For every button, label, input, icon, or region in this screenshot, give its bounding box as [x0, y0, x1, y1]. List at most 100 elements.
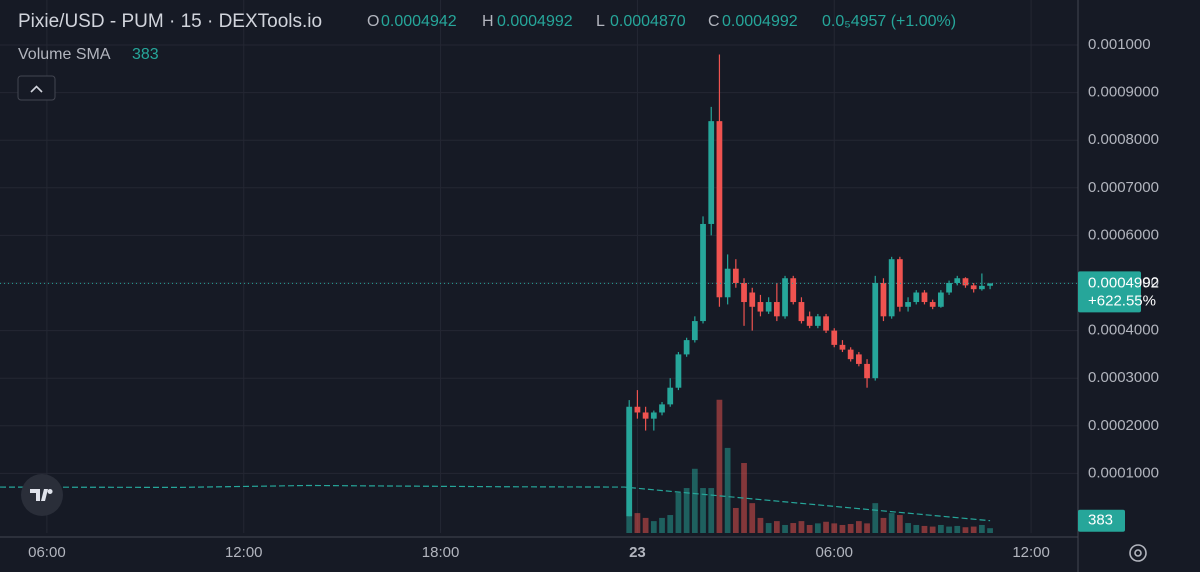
volume-bar — [831, 523, 838, 533]
candle-body — [626, 406, 633, 517]
ohlc-value: 0.0004870 — [610, 13, 686, 30]
price-badge-price: 0.0004992 — [1088, 274, 1159, 291]
ohlc-value: 0.0004942 — [381, 13, 457, 30]
candle-body — [831, 330, 838, 345]
volume-bar — [913, 524, 920, 533]
x-tick-label: 06:00 — [28, 544, 66, 561]
volume-bar — [864, 523, 870, 533]
volume-bar — [962, 527, 969, 533]
volume-bar — [757, 517, 764, 533]
volume-bar — [798, 521, 805, 533]
y-tick-label: 0.0004000 — [1088, 322, 1159, 339]
chevron-icon[interactable] — [30, 85, 43, 93]
candle-body — [650, 412, 657, 419]
candle-body — [782, 278, 788, 317]
candle-body — [773, 302, 780, 317]
volume-bar — [855, 521, 862, 533]
y-tick-label: 0.0003000 — [1088, 369, 1159, 386]
candle-body — [814, 316, 821, 326]
x-tick-label: 12:00 — [1012, 544, 1050, 561]
volume-badge — [1078, 509, 1125, 532]
volume-bar — [880, 517, 887, 533]
indicator-value: 383 — [132, 46, 159, 63]
x-tick-label: 12:00 — [225, 544, 263, 561]
candle-body — [880, 282, 887, 317]
y-tick-label: 0.0006000 — [1088, 226, 1159, 243]
volume-bar — [708, 488, 715, 533]
candle-body — [847, 349, 854, 360]
ohlc-label: L — [596, 13, 605, 30]
volume-bar — [929, 526, 936, 533]
candle-body — [888, 259, 895, 317]
candle-body — [929, 302, 936, 307]
candle-body — [716, 121, 723, 298]
x-tick-label: 18:00 — [422, 544, 460, 561]
candle-body — [724, 268, 731, 298]
candle-body — [839, 344, 846, 350]
y-tick-label: 0.0002000 — [1088, 417, 1159, 434]
candle-body — [659, 404, 665, 413]
settings-button[interactable] — [1129, 544, 1147, 562]
candle-body — [872, 282, 879, 379]
button-frame[interactable] — [17, 75, 56, 101]
candle-body — [987, 283, 993, 286]
candle-body — [683, 340, 690, 355]
volume-bar — [691, 468, 698, 533]
volume-bar — [888, 513, 895, 533]
ohlc-value: 0.0004992 — [497, 13, 573, 30]
volume-bar — [896, 515, 903, 533]
ohlc-label: H — [482, 13, 494, 30]
volume-bar — [683, 488, 690, 533]
candle-body — [765, 302, 772, 312]
volume-bar — [659, 517, 665, 533]
candle-body — [946, 282, 952, 293]
y-tick-label: 0.0008000 — [1088, 131, 1159, 148]
ohlc-label: C — [708, 13, 720, 30]
candle-body — [905, 302, 911, 307]
candle-body — [970, 285, 977, 290]
y-tick-label: 0.0007000 — [1088, 179, 1159, 196]
volume-bar — [970, 526, 977, 533]
candle-body — [954, 278, 961, 283]
logo-button[interactable] — [21, 474, 63, 516]
candle-body — [790, 278, 797, 303]
candle-body — [823, 316, 829, 331]
volume-bar — [732, 507, 739, 533]
volume-bar — [823, 521, 829, 533]
collapse-button[interactable] — [17, 75, 56, 101]
volume-bar — [700, 488, 706, 533]
price-badge — [1078, 271, 1141, 313]
ohlc-value: 0.0004992 — [722, 13, 798, 30]
volume-bar — [938, 524, 944, 533]
gear-icon[interactable] — [1129, 544, 1147, 562]
candle-body — [691, 321, 698, 341]
candle-body — [979, 285, 985, 290]
volume-bar — [642, 517, 649, 533]
y-tick-label: 0.0001000 — [1088, 464, 1159, 481]
volume-bar — [724, 447, 731, 533]
candle-body — [634, 406, 641, 413]
candle-body — [749, 292, 756, 307]
x-tick-label: 23 — [629, 544, 646, 561]
volume-bar — [954, 525, 961, 533]
candle-body — [757, 302, 764, 312]
candle-body — [642, 412, 649, 419]
volume-bar — [987, 528, 993, 533]
x-tick-label: 06:00 — [815, 544, 853, 561]
volume-bar — [814, 523, 821, 533]
volume-bar — [790, 523, 797, 533]
volume-bar — [979, 524, 985, 533]
volume-bar — [946, 526, 952, 533]
sma-line — [0, 484, 991, 522]
gear-hub[interactable] — [1134, 549, 1142, 557]
logo-circle[interactable] — [21, 474, 63, 516]
volume-bar — [806, 524, 813, 533]
volume-bar — [716, 399, 723, 533]
volume-bar — [749, 503, 756, 533]
volume-bar — [847, 524, 854, 533]
logo-icon[interactable] — [30, 489, 53, 501]
candle-body — [896, 259, 903, 307]
candle-body — [798, 302, 805, 322]
candle-body — [962, 278, 969, 286]
